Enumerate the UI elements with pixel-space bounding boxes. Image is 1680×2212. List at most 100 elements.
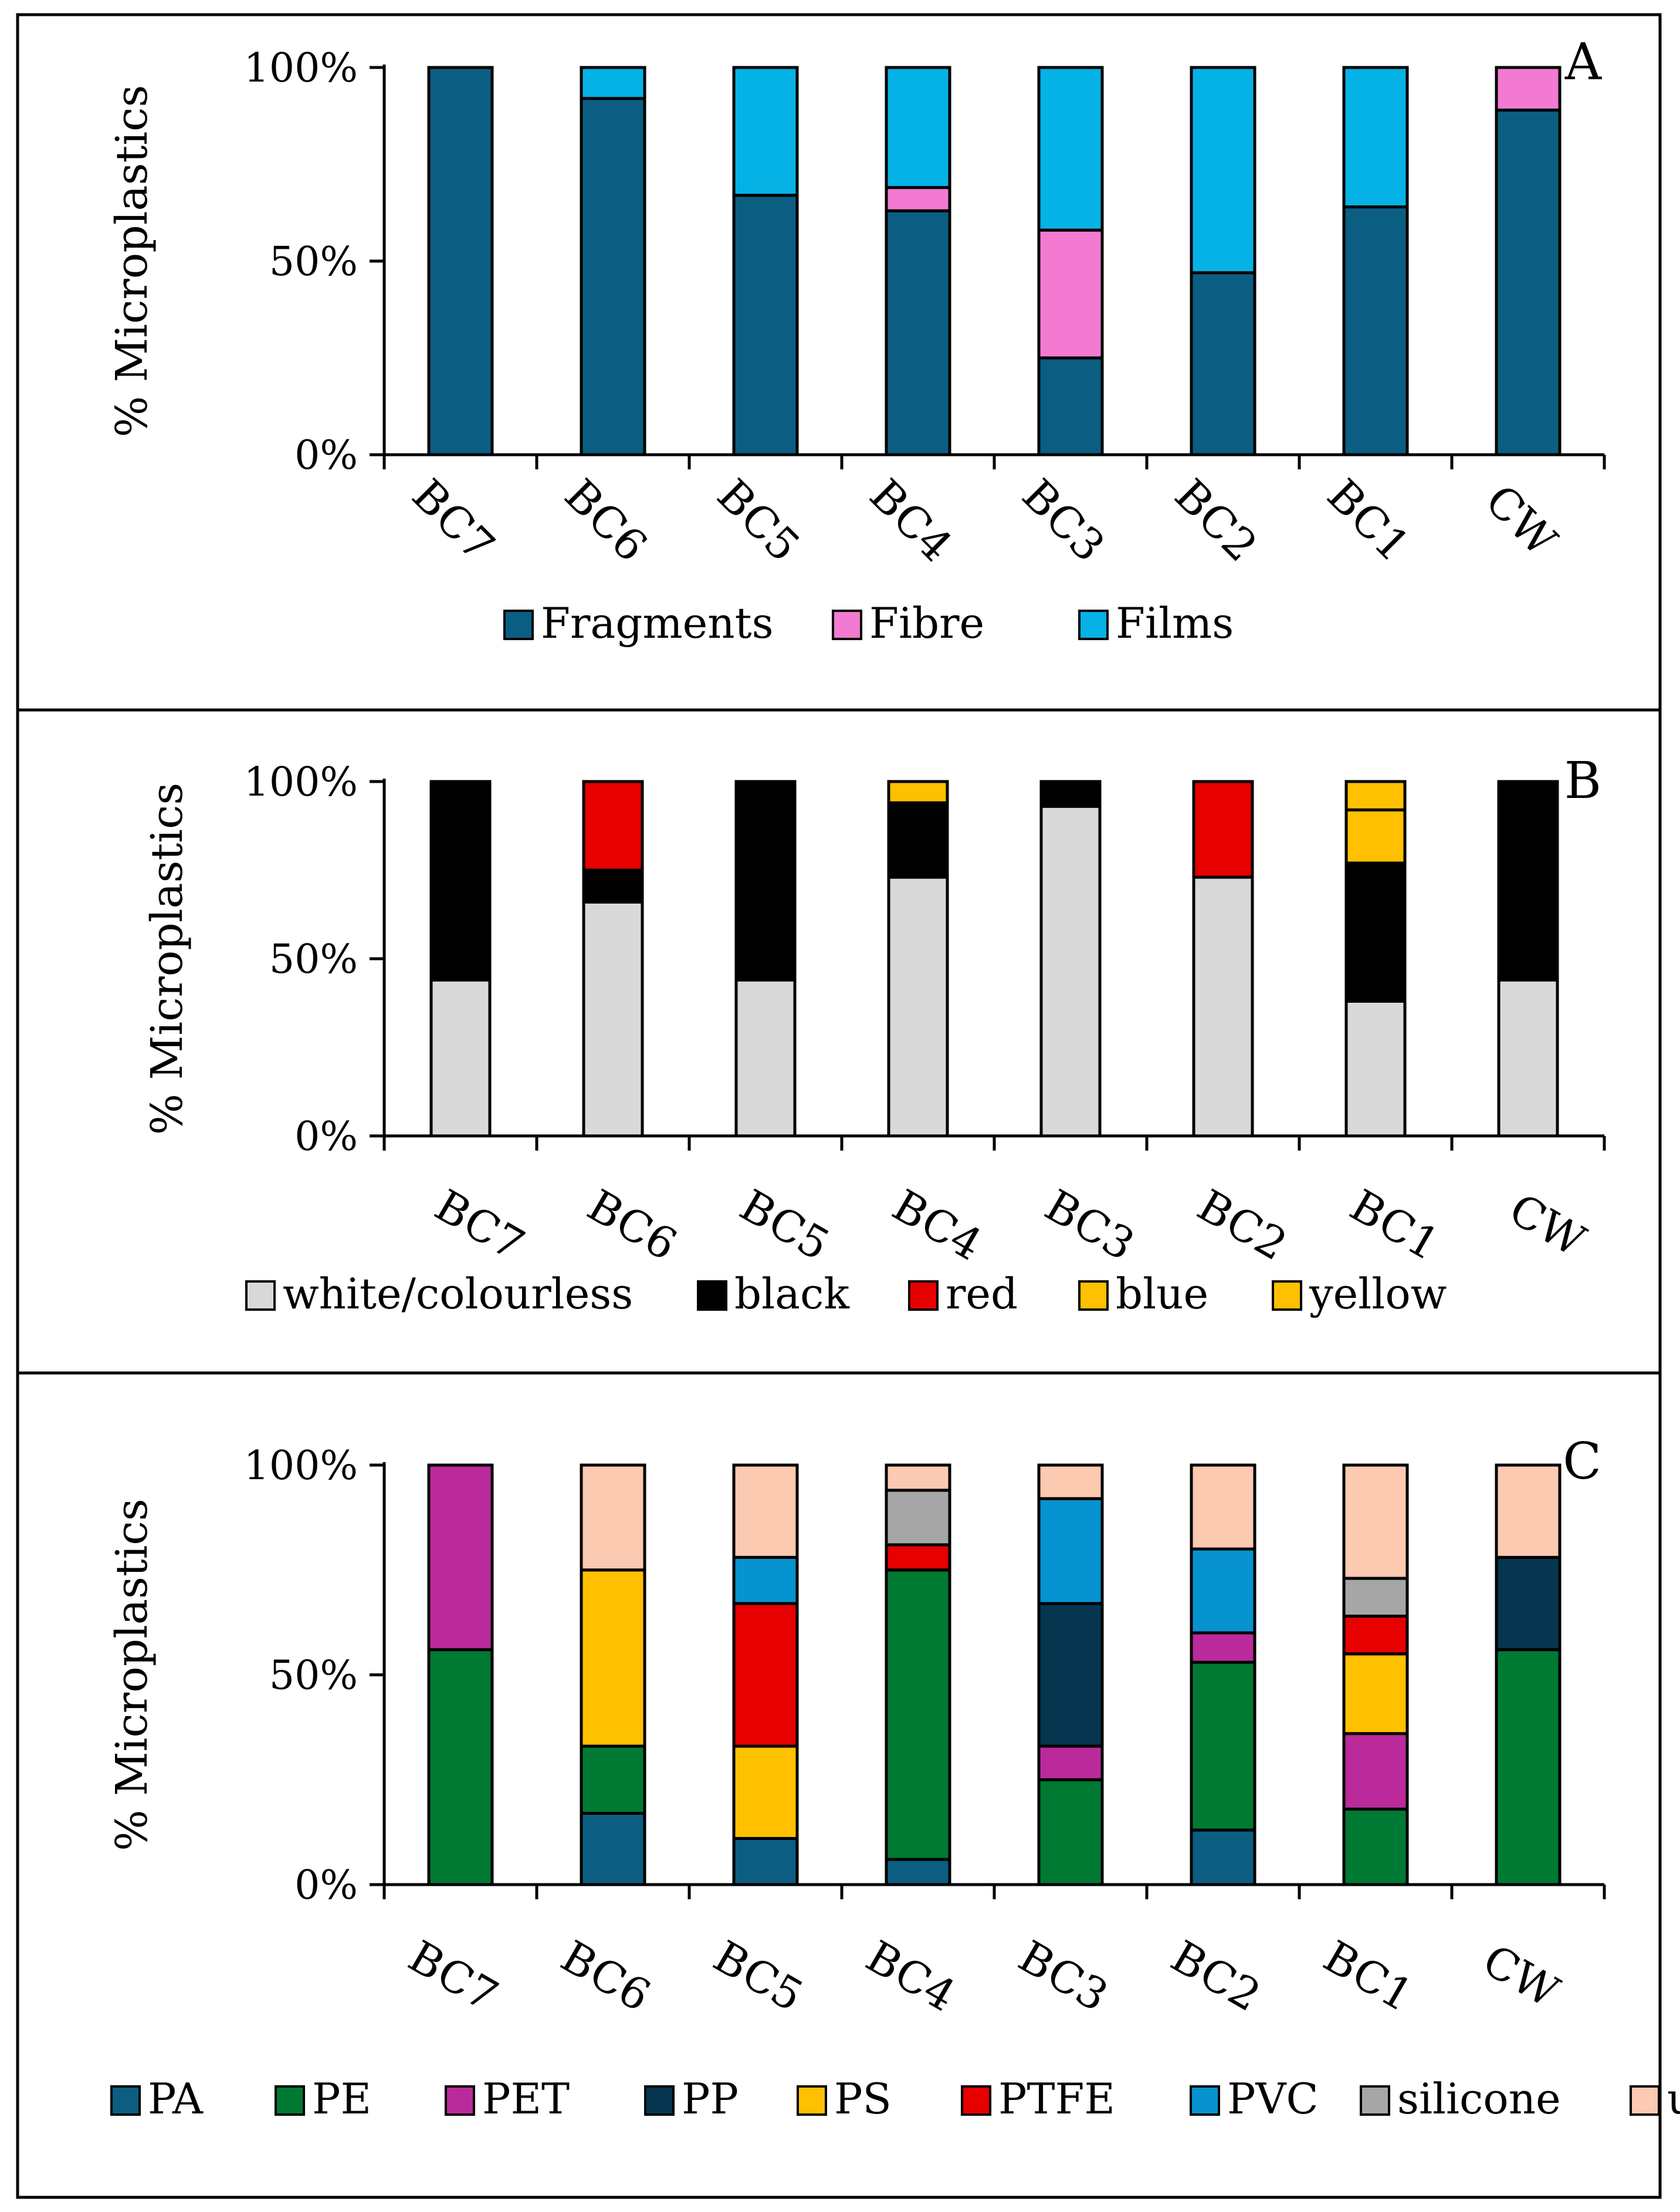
x-category-label: BC4 bbox=[884, 1180, 990, 1270]
legend-label: PVC bbox=[1227, 2074, 1319, 2123]
y-tick-label: 100% bbox=[244, 45, 358, 92]
bar-bc6-fragments bbox=[580, 97, 646, 456]
x-category-label: BC2 bbox=[1189, 1180, 1295, 1270]
y-tick-label: 50% bbox=[269, 239, 358, 285]
legend-swatch bbox=[961, 2085, 991, 2116]
panel-letter: A bbox=[1564, 33, 1602, 92]
bar-bc3-fragments bbox=[1037, 356, 1104, 456]
bar-bc2-white-colourless bbox=[1192, 875, 1254, 1138]
legend-label: blue bbox=[1116, 1269, 1208, 1318]
bar-bc5-unidentified bbox=[732, 1463, 799, 1559]
x-category-label: BC3 bbox=[1012, 470, 1115, 572]
bar-bc2-fragments bbox=[1190, 271, 1256, 456]
bar-bc5-ps bbox=[732, 1744, 799, 1840]
x-category-label: BC4 bbox=[858, 1931, 964, 2021]
legend-label: Fibre bbox=[869, 598, 984, 648]
legend-swatch bbox=[797, 2085, 827, 2116]
legend-swatch bbox=[110, 2085, 141, 2116]
bar-bc6-pe bbox=[580, 1744, 646, 1815]
legend-swatch bbox=[832, 610, 862, 640]
x-category-label: BC5 bbox=[707, 470, 809, 572]
bar-bc6-red bbox=[582, 780, 644, 872]
bar-cw-fibre bbox=[1495, 66, 1562, 112]
y-tick-label: 0% bbox=[294, 432, 358, 479]
bar-bc2-unidentified bbox=[1190, 1463, 1256, 1551]
y-axis-label: % Microplastics bbox=[142, 783, 192, 1135]
panel-a: 0% 50% 100% % Microplastics BC7 BC6 BC5 BC4 BC3 B… bbox=[16, 13, 1662, 712]
bar-bc5-pvc bbox=[732, 1555, 799, 1605]
y-axis-label: % Microplastics bbox=[107, 1499, 157, 1851]
x-category-label: BC5 bbox=[731, 1180, 838, 1270]
bar-bc3-films bbox=[1037, 66, 1104, 232]
bar-bc1-black bbox=[1344, 861, 1407, 1003]
legend-label: silicone bbox=[1397, 2074, 1561, 2123]
bar-bc3-unidentified bbox=[1037, 1463, 1104, 1500]
bar-cw-unidentified bbox=[1495, 1463, 1562, 1559]
bar-bc4-ptfe bbox=[885, 1543, 951, 1572]
bar-bc4-black bbox=[887, 801, 949, 879]
y-tick-label: 100% bbox=[244, 1443, 358, 1489]
bar-bc2-red bbox=[1192, 780, 1254, 879]
bar-bc6-unidentified bbox=[580, 1463, 646, 1572]
bar-bc3-black bbox=[1039, 780, 1102, 808]
bar-bc7-pe bbox=[427, 1648, 494, 1886]
bar-bc4-fragments bbox=[885, 209, 951, 456]
legend-swatch bbox=[275, 2085, 305, 2116]
x-category-label: BC5 bbox=[705, 1931, 811, 2021]
x-category-label: BC6 bbox=[555, 470, 657, 572]
bar-bc2-pvc bbox=[1190, 1547, 1256, 1635]
x-category-label: BC7 bbox=[400, 1931, 506, 2021]
bar-bc5-pa bbox=[732, 1836, 799, 1886]
legend-swatch bbox=[697, 1280, 727, 1311]
x-category-label: BC6 bbox=[553, 1931, 659, 2021]
x-category-label: BC3 bbox=[1037, 1180, 1143, 1270]
bar-bc6-films bbox=[580, 66, 646, 100]
x-category-label: BC1 bbox=[1342, 1180, 1448, 1270]
legend-label: PS bbox=[834, 2074, 892, 2123]
panel-b: 0% 50% 100% % Microplastics BC7 BC6 BC5 BC4 BC3 B… bbox=[16, 708, 1662, 1375]
bar-bc4-unidentified bbox=[885, 1463, 951, 1492]
legend-swatch bbox=[908, 1280, 939, 1311]
x-category-label: BC7 bbox=[426, 1180, 533, 1270]
legend-swatch bbox=[644, 2085, 675, 2116]
bar-bc7-fragments bbox=[427, 66, 494, 456]
legend-swatch bbox=[503, 610, 534, 640]
legend-swatch bbox=[1078, 1280, 1109, 1311]
bar-bc5-ptfe bbox=[732, 1602, 799, 1748]
legend-swatch bbox=[1078, 610, 1109, 640]
bar-bc2-pet bbox=[1190, 1631, 1256, 1664]
legend-label: PP bbox=[682, 2074, 739, 2123]
bar-bc7-pet bbox=[427, 1463, 494, 1652]
legend-label: white/colourless bbox=[283, 1269, 633, 1318]
bar-bc6-ps bbox=[580, 1568, 646, 1748]
panel-letter: B bbox=[1564, 752, 1601, 810]
bar-bc1-white-colourless bbox=[1344, 999, 1407, 1138]
y-tick-label: 50% bbox=[269, 936, 358, 983]
bar-bc4-silicone bbox=[885, 1489, 951, 1547]
bar-bc2-films bbox=[1190, 66, 1256, 275]
bar-bc4-white-colourless bbox=[887, 875, 949, 1138]
bar-bc3-fibre bbox=[1037, 228, 1104, 360]
bar-bc1-blue bbox=[1344, 808, 1407, 865]
bar-bc3-pet bbox=[1037, 1744, 1104, 1781]
bar-bc1-silicone bbox=[1342, 1577, 1409, 1618]
x-category-label: BC1 bbox=[1317, 470, 1420, 572]
x-category-label: BC2 bbox=[1165, 470, 1267, 572]
x-category-label: BC1 bbox=[1315, 1931, 1421, 2021]
y-tick-label: 0% bbox=[294, 1862, 358, 1909]
legend-label: yellow bbox=[1309, 1269, 1447, 1318]
legend-swatch bbox=[445, 2085, 475, 2116]
bar-bc5-fragments bbox=[732, 194, 799, 456]
bar-cw-black bbox=[1497, 780, 1559, 982]
bar-bc3-pvc bbox=[1037, 1497, 1104, 1605]
legend-label: PE bbox=[312, 2074, 371, 2123]
bar-bc4-pa bbox=[885, 1858, 951, 1886]
bar-bc6-white-colourless bbox=[582, 900, 644, 1138]
bar-bc5-black bbox=[734, 780, 797, 982]
bar-cw-pe bbox=[1495, 1648, 1562, 1886]
x-category-label: CW bbox=[1475, 1935, 1567, 2018]
x-category-label: BC3 bbox=[1010, 1931, 1116, 2021]
legend-swatch bbox=[1272, 1280, 1302, 1311]
x-category-label: BC2 bbox=[1163, 1931, 1269, 2021]
